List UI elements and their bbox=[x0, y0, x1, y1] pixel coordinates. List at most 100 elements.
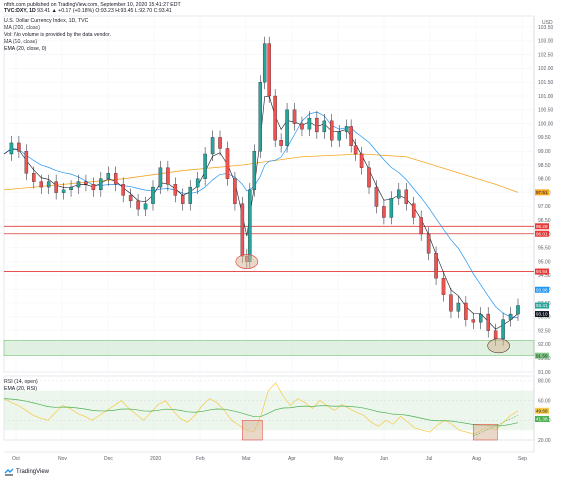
candle-up bbox=[151, 186, 155, 204]
hline-tag-2: 94.64 bbox=[536, 269, 548, 274]
ma200-tag-bg bbox=[535, 189, 549, 196]
candle-up bbox=[99, 178, 103, 191]
candle-up bbox=[9, 142, 14, 155]
y-tick-label: 97.00 bbox=[538, 204, 551, 210]
candle-down bbox=[39, 181, 43, 188]
y-tick-label: 92.00 bbox=[538, 342, 551, 348]
author-line: nftrh.com published on TradingView.com, … bbox=[4, 2, 181, 8]
y-tick-label: 102.00 bbox=[538, 66, 554, 72]
y-tick-label: 94.50 bbox=[538, 273, 551, 279]
candle-down bbox=[84, 181, 88, 185]
x-tick-label: Sep bbox=[518, 456, 527, 462]
y-tick-label: 103.50 bbox=[538, 25, 554, 31]
candle-down bbox=[411, 203, 416, 218]
y-tick-label: 102.50 bbox=[538, 52, 554, 58]
ma200-line bbox=[3, 153, 519, 193]
rsi-trend-line bbox=[473, 415, 519, 437]
y-tick-label: 101.50 bbox=[538, 80, 554, 86]
candle-up bbox=[158, 167, 163, 188]
candle-up bbox=[252, 151, 257, 191]
brand-label: TradingView bbox=[16, 469, 50, 475]
candle-down bbox=[464, 302, 468, 320]
x-tick-label: Jul bbox=[426, 456, 432, 462]
candle-down bbox=[218, 137, 222, 149]
candle-up bbox=[46, 181, 51, 188]
candle-down bbox=[128, 195, 133, 202]
hline-tag-0: 96.28 bbox=[536, 224, 548, 229]
candle-down bbox=[32, 173, 36, 182]
candle-up bbox=[479, 313, 483, 323]
y-tick-label: 95.50 bbox=[538, 246, 551, 252]
candle-down bbox=[136, 200, 140, 210]
rsi-ema-line bbox=[3, 398, 519, 427]
y-tick-label: 103.00 bbox=[538, 39, 554, 45]
candle-down bbox=[240, 203, 245, 257]
candle-down bbox=[181, 195, 185, 204]
candle-up bbox=[508, 313, 513, 320]
candle-up bbox=[397, 189, 401, 199]
legend-line-3: MA (50, close) bbox=[4, 39, 38, 45]
footer: TradingView bbox=[4, 468, 49, 476]
candle-down bbox=[113, 173, 118, 185]
legend-line-2: Vol: No volume is provided by the data v… bbox=[4, 32, 111, 38]
y-tick-label: 99.50 bbox=[538, 135, 551, 141]
candle-down bbox=[353, 145, 358, 155]
y-tick-label: 91.50 bbox=[538, 356, 551, 362]
candle-down bbox=[359, 153, 364, 168]
candle-down bbox=[91, 184, 96, 191]
rsi-line bbox=[3, 382, 519, 435]
y-tick-label: 101.00 bbox=[538, 94, 554, 100]
support-zone bbox=[3, 340, 535, 356]
hline-tag-2-bg bbox=[535, 268, 549, 275]
candle-up bbox=[516, 305, 520, 315]
candle-down bbox=[330, 120, 334, 141]
candle-up bbox=[69, 186, 73, 191]
candle-up bbox=[195, 178, 200, 188]
tradingview-logo-icon bbox=[4, 468, 14, 476]
legend-line-1: MA (200, close) bbox=[4, 25, 41, 31]
candle-down bbox=[493, 330, 498, 340]
candle-down bbox=[225, 148, 230, 179]
rsi-annotation-box-mar bbox=[242, 420, 263, 441]
x-tick-label: Apr bbox=[288, 456, 296, 462]
candle-up bbox=[106, 173, 111, 179]
candle-up bbox=[248, 189, 252, 262]
candle-down bbox=[24, 151, 29, 174]
candle-up bbox=[285, 109, 289, 146]
candle-up bbox=[258, 82, 263, 152]
y-tick-label: 100.50 bbox=[538, 108, 554, 114]
candle-down bbox=[441, 278, 446, 295]
candle-up bbox=[203, 153, 207, 179]
candle-down bbox=[382, 206, 386, 218]
candle-down bbox=[404, 189, 409, 204]
rsi-band bbox=[4, 390, 534, 431]
candle-down bbox=[315, 117, 319, 133]
rsi-ema-tag-bg bbox=[535, 415, 549, 422]
ma50-tag-bg bbox=[535, 286, 549, 293]
candle-down bbox=[166, 167, 170, 185]
candle-down bbox=[367, 167, 371, 188]
rsi-annotation-box-aug bbox=[473, 423, 498, 441]
candle-down bbox=[121, 184, 125, 196]
x-tick-label: Mar bbox=[242, 456, 251, 462]
candle-down bbox=[279, 140, 283, 146]
y-tick-label: 99.00 bbox=[538, 149, 551, 155]
x-tick-label: Dec bbox=[104, 456, 113, 462]
rsi-tag-bg bbox=[535, 407, 549, 414]
candle-down bbox=[300, 123, 304, 130]
candle-up bbox=[337, 131, 341, 141]
hline-tag-1-bg bbox=[535, 230, 549, 237]
candle-up bbox=[61, 189, 66, 193]
candle-down bbox=[54, 181, 58, 193]
hline-tag-0-bg bbox=[535, 223, 549, 230]
y-tick-label: 98.00 bbox=[538, 177, 551, 183]
ma200-tag: 97.51 bbox=[536, 190, 548, 195]
candle-down bbox=[471, 319, 476, 323]
rsi-legend-1: EMA (20, RSI) bbox=[4, 386, 38, 392]
candle-up bbox=[501, 319, 505, 340]
symbol-label: TVC:DXY, 1D bbox=[4, 8, 36, 14]
candle-up bbox=[188, 186, 192, 204]
y-tick-label: 92.50 bbox=[538, 328, 551, 334]
